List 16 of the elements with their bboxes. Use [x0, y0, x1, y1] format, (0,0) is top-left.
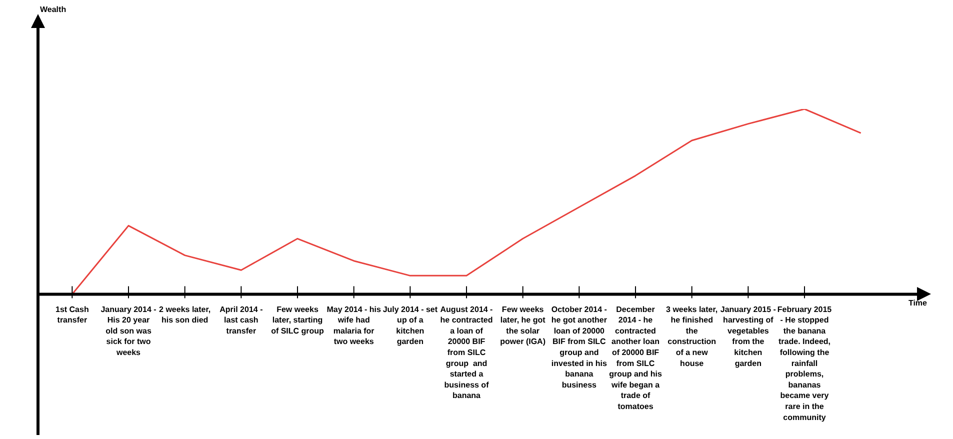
x-tick-label: April 2014 - last cash transfer — [220, 304, 264, 336]
category-label: August 2014 - he contracted a loan of 20000 BIF from SILC group and started a business of banana — [440, 304, 493, 400]
x-tick-label: Few weeks later, starting of SILC group — [271, 304, 324, 336]
x-tick-label: 1st Cash transfer — [55, 304, 89, 325]
x-tick-label: July 2014 - set up of a kitchen garden — [382, 304, 438, 346]
x-tick-label: May 2014 - his wife had malaria for two weeks — [326, 304, 382, 346]
x-tick-label: January 2014 - His 20 year old son was sick for two weeks — [100, 304, 157, 358]
x-tick-label: Few weeks later, he got the solar power (IGA) — [500, 304, 546, 346]
category-label: December 2014 - he contracted another loan of 20000 BIF from SILC group and his wife began a trade of tomatoes — [609, 304, 662, 412]
x-tick-label: 3 weeks later, he finished the construction of a new house — [666, 304, 718, 368]
category-label: February 2015 - He stopped the banana trade. Indeed, following the rainfall problems, bananas became very rare in the community — [777, 304, 832, 422]
x-axis-title: Time — [908, 298, 928, 308]
x-tick-label: January 2015 - harvesting of vegetables from the kitchen garden — [720, 304, 776, 368]
text: Wealth — [40, 5, 66, 14]
x-tick-label: October 2014 - he got another loan of 20000 BIF from SILC group and invested in his banana business — [551, 304, 608, 390]
x-tick-label: 2 weeks later, his son died — [159, 304, 211, 325]
